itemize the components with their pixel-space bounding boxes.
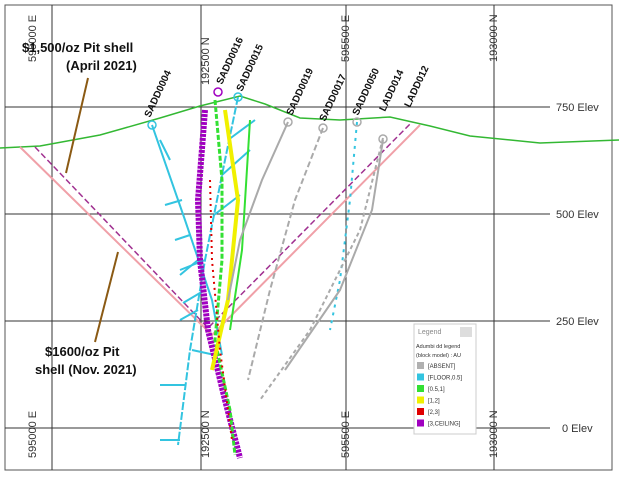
annotation: (April 2021): [66, 58, 137, 73]
legend-entries: [ABSENT] [FLOOR,0.5] [0.5,1] [1,2] [2,3] [3,C…: [417, 362, 462, 428]
legend-label: [3,CEILING]: [428, 422, 461, 428]
trace-green: [229, 119, 251, 331]
legend-label: [ABSENT]: [428, 364, 456, 370]
top-coord-label: 192500 N: [200, 37, 212, 85]
legend-swatch: [417, 385, 424, 392]
elevation-label: 0 Elev: [562, 423, 593, 435]
trace-branches: [160, 119, 256, 441]
topography: [0, 95, 619, 149]
collar: [283, 117, 293, 127]
pit-shell-april-2021: [34, 121, 413, 330]
legend: Legend Adumbi dd legend (block model) : …: [413, 323, 477, 435]
trace-sadd0016: [194, 109, 243, 459]
legend-swatch: [417, 419, 424, 427]
bottom-coord-label: 193000 N: [488, 410, 500, 458]
collar: [213, 87, 223, 97]
trace-ladd012: [259, 137, 384, 401]
collars: [147, 87, 388, 144]
top-coord-label: 595500 E: [340, 15, 352, 62]
trace-sadd0050: [329, 121, 358, 331]
annotation: shell (Nov. 2021): [35, 362, 137, 377]
elevation-label: 250 Elev: [556, 316, 599, 328]
legend-subtitle: Adumbi dd legend: [416, 344, 460, 350]
bottom-coord-label: 595000 E: [27, 411, 39, 458]
trace-sadd0016: [213, 99, 237, 456]
legend-label: [FLOOR,0.5]: [428, 376, 462, 382]
elevation-label: 750 Elev: [556, 102, 599, 114]
drillhole-traces: [151, 96, 384, 459]
legend-label: [1,2]: [428, 399, 440, 405]
top-coord-label: 193000 N: [488, 14, 500, 62]
bottom-coord-label: 595500 E: [340, 411, 352, 458]
trace-sadd0019: [227, 121, 289, 301]
legend-title: Legend: [418, 329, 441, 336]
legend-swatch: [417, 408, 424, 415]
trace-ladd014: [284, 139, 384, 371]
bottom-coord-label: 192500 N: [200, 410, 212, 458]
trace-sadd0017: [247, 127, 324, 381]
elevation-label: 500 Elev: [556, 209, 599, 221]
legend-icon: [460, 327, 472, 337]
collar: [352, 117, 362, 127]
collar: [318, 123, 328, 133]
annotation: $1,500/oz Pit shell: [22, 40, 133, 55]
trace-sadd0016: [210, 109, 241, 371]
collar: [233, 92, 243, 102]
collar: [147, 120, 157, 130]
annotation: $1600/oz Pit: [45, 344, 120, 359]
grid: [5, 5, 550, 470]
legend-subtitle: (block model) : AU: [416, 353, 461, 359]
trace-branches: [159, 139, 206, 304]
legend-label: [2,3]: [428, 410, 440, 416]
legend-swatch: [417, 362, 424, 369]
legend-box: [413, 323, 477, 435]
legend-swatch: [417, 396, 424, 404]
annotation-arrow: [94, 251, 119, 343]
top-coord-label: 595000 E: [27, 15, 39, 62]
legend-swatch: [417, 373, 424, 381]
legend-label: [0.5,1]: [428, 387, 445, 393]
annotation-arrow: [65, 77, 89, 174]
collar: [378, 134, 388, 144]
